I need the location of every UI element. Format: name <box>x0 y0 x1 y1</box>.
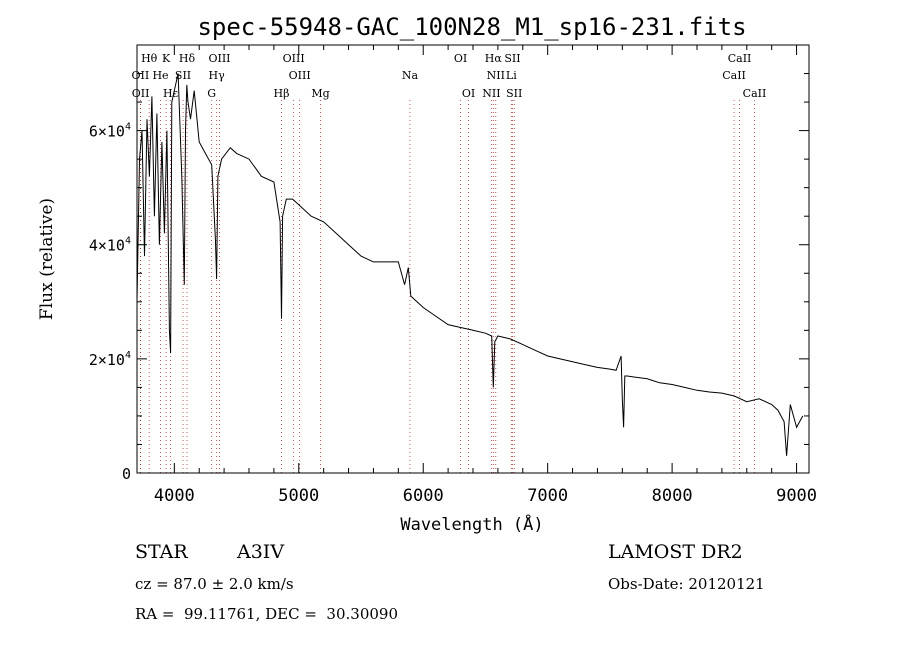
line-marker-label: OII <box>132 87 150 100</box>
line-marker-label: SII <box>506 87 522 100</box>
x-tick-label: 7000 <box>527 486 568 506</box>
line-marker-label: K <box>162 52 171 65</box>
line-marker-label: Mg <box>311 87 329 100</box>
line-marker-label: Hα <box>485 52 503 65</box>
x-tick-label: 8000 <box>652 486 693 506</box>
sky-coordinates: RA = 99.11761, DEC = 30.30090 <box>135 605 399 623</box>
y-tick-label: 2×104 <box>89 350 131 369</box>
line-marker-label: Hδ <box>179 52 196 65</box>
x-tick-label: 4000 <box>154 486 195 506</box>
line-marker-label: Na <box>402 69 419 82</box>
line-marker-label: Li <box>506 69 517 82</box>
line-marker-label: Hγ <box>209 69 226 82</box>
spectral-subclass: A3IV <box>237 541 285 563</box>
object-type: STAR <box>135 541 188 563</box>
line-marker-label: Hε <box>163 87 179 100</box>
x-axis-label: Wavelength (Å) <box>400 513 543 535</box>
line-marker-label: He <box>152 69 168 82</box>
redshift-cz: cz = 87.0 ± 2.0 km/s <box>135 575 294 593</box>
y-tick-label: 0 <box>122 465 131 483</box>
line-marker-label: SII <box>175 69 191 82</box>
chart-title: spec-55948-GAC_100N28_M1_sp16-231.fits <box>197 13 746 41</box>
spectrum-line <box>136 73 804 456</box>
line-marker-label: Hβ <box>274 87 290 100</box>
line-marker-label: OIII <box>283 52 305 65</box>
line-marker-label: SII <box>504 52 520 65</box>
line-marker-label: NII <box>487 69 505 82</box>
plot-frame <box>136 44 810 474</box>
line-marker-label: G <box>207 87 216 100</box>
y-tick-label: 4×104 <box>89 236 131 255</box>
axis-ticks: 4000 5000 6000 7000 8000 9000 0 2×104 4×104 6×104 <box>89 45 817 506</box>
line-marker-label: OII <box>132 69 150 82</box>
line-marker-label: CaII <box>722 69 746 82</box>
line-marker-label: CaII <box>728 52 752 65</box>
line-marker-label: Hθ <box>141 52 158 65</box>
x-tick-label: 5000 <box>278 486 319 506</box>
x-tick-label: 9000 <box>776 486 817 506</box>
y-axis-label: Flux (relative) <box>37 198 57 320</box>
survey-release: LAMOST DR2 <box>608 541 743 563</box>
line-marker-label: CaII <box>743 87 767 100</box>
line-marker-label: OIII <box>208 52 230 65</box>
line-marker-label: OIII <box>289 69 311 82</box>
line-marker-label: NII <box>482 87 500 100</box>
y-tick-label: 6×104 <box>89 122 131 141</box>
line-marker-label: OI <box>462 87 475 100</box>
x-tick-label: 6000 <box>403 486 444 506</box>
observation-date: Obs-Date: 20120121 <box>608 575 765 593</box>
line-marker-label: OI <box>454 52 467 65</box>
